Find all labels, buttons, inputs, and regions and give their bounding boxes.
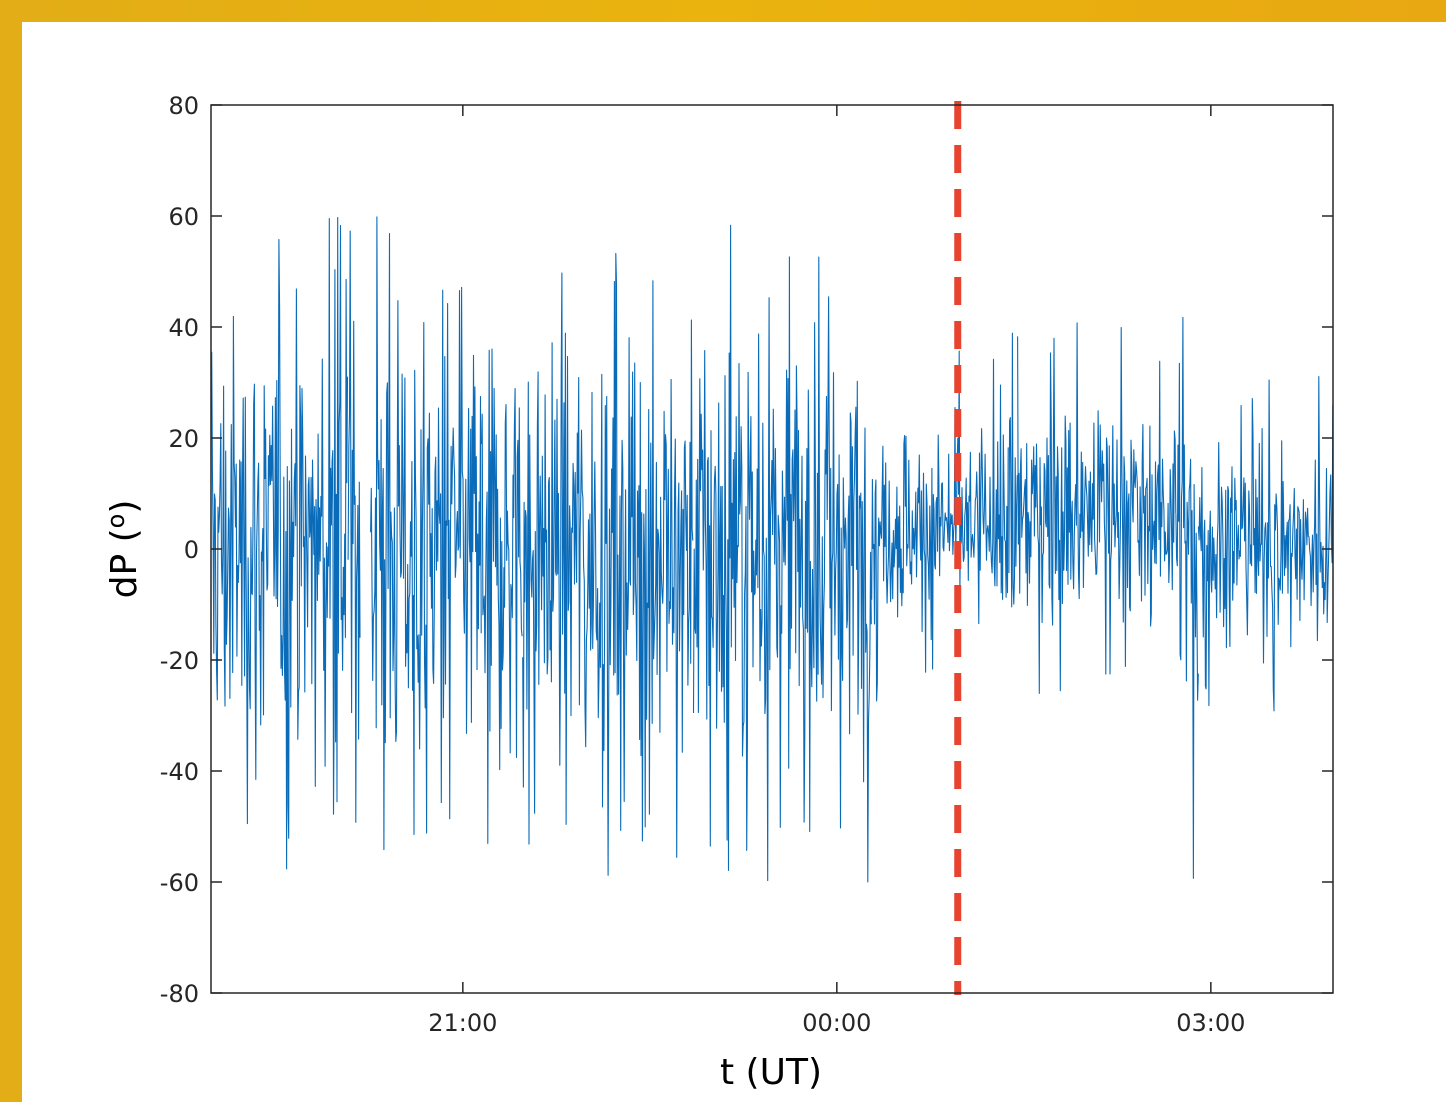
y-axis-title-sup: o bbox=[102, 514, 130, 529]
y-tick-label-6: -40 bbox=[160, 758, 199, 786]
series-0-segment-2 bbox=[370, 216, 482, 851]
series-0-segment-10 bbox=[1197, 376, 1333, 712]
x-axis-title: t (UT) bbox=[720, 1052, 822, 1093]
y-tick-label-1: 60 bbox=[168, 203, 199, 231]
axes-layer: 80 60 40 20 0 -20 -40 -60 -80 21:00 00:00 03:00 bbox=[160, 92, 1333, 1037]
series-0-segment-1 bbox=[347, 230, 361, 823]
y-axis-title-main: dP ( bbox=[104, 528, 145, 598]
y-tick-label-0: 80 bbox=[168, 92, 199, 120]
series-0-segment-6 bbox=[871, 350, 1009, 702]
series-0-segment-0 bbox=[211, 216, 349, 870]
y-tick-label-5: -20 bbox=[160, 647, 199, 675]
x-tick-label-1: 00:00 bbox=[802, 1009, 871, 1037]
series-0-segment-3 bbox=[480, 348, 523, 844]
y-axis-title: dP (o) bbox=[102, 500, 145, 599]
series-0-segment-9 bbox=[1175, 316, 1199, 879]
series-0-segment-4 bbox=[522, 252, 694, 876]
y-tick-label-7: -60 bbox=[160, 869, 199, 897]
series-0-segment-5 bbox=[692, 224, 872, 883]
x-tick-label-0: 21:00 bbox=[428, 1009, 497, 1037]
x-tick-label-2: 03:00 bbox=[1176, 1009, 1245, 1037]
y-tick-label-4: 0 bbox=[184, 536, 199, 564]
series-layer bbox=[211, 216, 1333, 883]
y-tick-label-2: 40 bbox=[168, 314, 199, 342]
series-0-segment-7 bbox=[1008, 332, 1018, 608]
y-axis-title-close: ) bbox=[104, 500, 145, 514]
y-tick-label-8: -80 bbox=[160, 980, 199, 1008]
series-0-segment-8 bbox=[1017, 322, 1177, 694]
y-tick-label-3: 20 bbox=[168, 425, 199, 453]
